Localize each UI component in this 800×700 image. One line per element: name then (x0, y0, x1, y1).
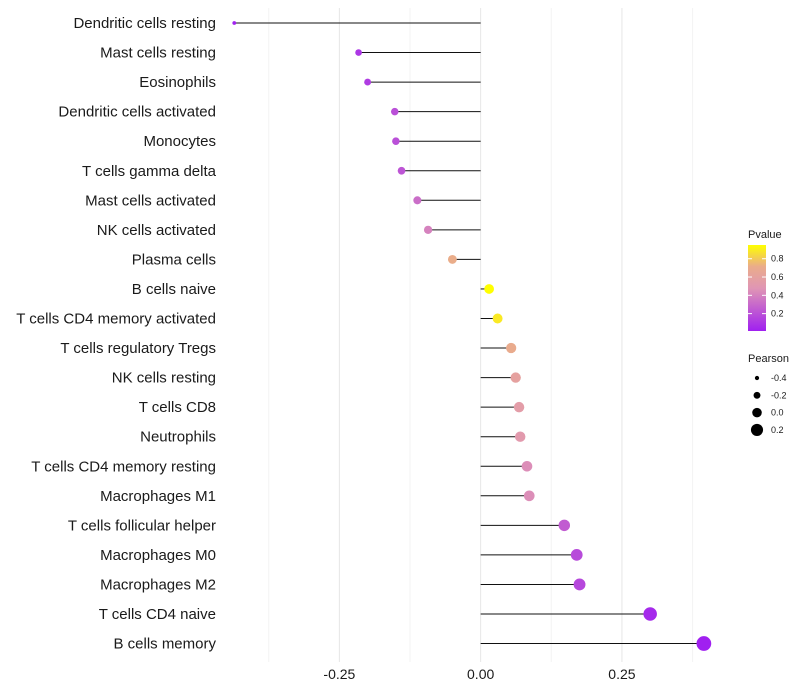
lollipop-point (232, 21, 237, 25)
pearson-legend-dot (750, 423, 764, 436)
stem-layer (234, 22, 704, 645)
pvalue-tick-label: 0.4 (771, 290, 784, 300)
lollipop-point (510, 372, 521, 383)
lollipop-point (423, 225, 433, 235)
pearson-legend-label: 0.0 (771, 408, 784, 418)
lollipop-point (397, 166, 406, 175)
y-tick-label: Dendritic cells activated (58, 104, 216, 121)
y-tick-label: Macrophages M0 (100, 547, 216, 564)
y-tick-label: Eosinophils (139, 74, 216, 91)
lollipop-point (413, 196, 422, 205)
pearson-legend-dot (754, 375, 760, 381)
lollipop-point (484, 284, 494, 294)
y-tick-label: Macrophages M1 (100, 488, 216, 505)
y-tick-label: B cells naive (132, 281, 216, 298)
y-tick-label: T cells follicular helper (68, 517, 216, 534)
pvalue-legend: Pvalue 0.8 0.6 0.4 0.2 (748, 229, 784, 331)
pearson-legend-dot (753, 391, 761, 399)
pvalue-tick-label: 0.2 (771, 309, 784, 319)
lollipop-point (364, 78, 372, 86)
lollipop-point (643, 607, 657, 621)
pvalue-tick-label: 0.6 (771, 272, 784, 282)
lollipop-point (355, 49, 362, 56)
pvalue-tick-label: 0.8 (771, 254, 784, 264)
y-tick-label: T cells CD4 memory resting (31, 458, 216, 475)
lollipop-point (506, 342, 517, 354)
x-axis-ticks: -0.25 0.00 0.25 (323, 666, 635, 682)
pearson-legend-items: -0.4 -0.2 0.0 0.2 (750, 373, 787, 436)
lollipop-point (513, 401, 525, 413)
y-tick-label: Monocytes (143, 133, 216, 150)
pvalue-legend-title: Pvalue (748, 229, 782, 241)
x-tick-label: 0.00 (467, 666, 494, 682)
pearson-legend-title: Pearson (748, 353, 789, 365)
grid-layer (268, 8, 694, 662)
y-tick-label: T cells CD4 memory activated (16, 311, 216, 328)
pearson-legend-dot (752, 407, 762, 418)
pvalue-colorbar (748, 245, 766, 331)
pvalue-legend-ticks: 0.8 0.6 0.4 0.2 (748, 254, 784, 319)
y-tick-label: Mast cells activated (85, 192, 216, 209)
y-tick-label: T cells gamma delta (82, 163, 217, 180)
y-tick-label: NK cells resting (112, 370, 216, 387)
pearson-legend-label: -0.2 (771, 390, 787, 400)
x-tick-label: 0.25 (608, 666, 635, 682)
lollipop-point (514, 431, 526, 442)
y-axis-labels: Dendritic cells resting Mast cells restin… (16, 15, 216, 653)
lollipop-point (696, 636, 712, 651)
x-tick-label: -0.25 (323, 666, 355, 682)
pearson-legend: Pearson -0.4 -0.2 0.0 0.2 (748, 353, 789, 436)
lollipop-point (390, 107, 399, 116)
y-tick-label: Dendritic cells resting (73, 15, 216, 32)
y-tick-label: T cells regulatory Tregs (60, 340, 216, 357)
lollipop-point (558, 519, 571, 532)
y-tick-label: Macrophages M2 (100, 576, 216, 593)
y-tick-label: T cells CD4 naive (99, 606, 216, 623)
lollipop-point (570, 549, 583, 561)
lollipop-point (573, 578, 586, 591)
lollipop-point (521, 460, 533, 472)
y-tick-label: Mast cells resting (100, 45, 216, 62)
pearson-legend-label: 0.2 (771, 425, 784, 435)
y-tick-label: B cells memory (113, 636, 216, 653)
y-tick-label: NK cells activated (97, 222, 216, 239)
lollipop-point (523, 490, 535, 502)
lollipop-point (392, 137, 400, 145)
y-tick-label: Plasma cells (132, 251, 216, 268)
y-tick-label: Neutrophils (140, 429, 216, 446)
lollipop-point (492, 313, 503, 324)
y-tick-label: T cells CD8 (139, 399, 216, 416)
point-layer (232, 21, 712, 651)
pearson-legend-label: -0.4 (771, 373, 787, 383)
lollipop-point (447, 254, 457, 264)
